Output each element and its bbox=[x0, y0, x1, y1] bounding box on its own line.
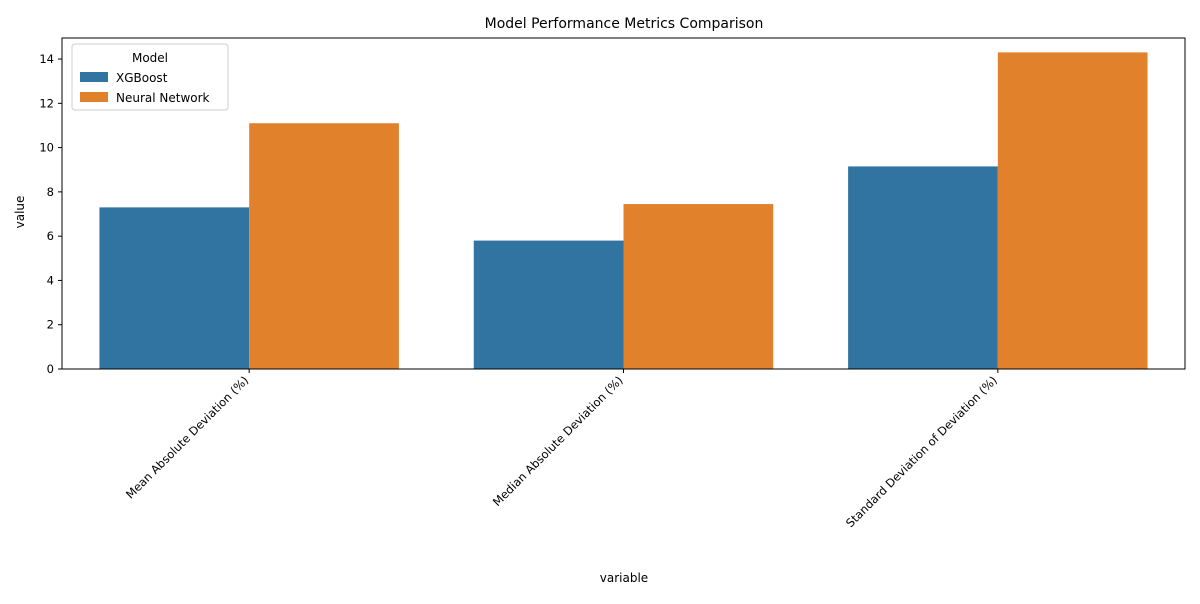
plot-frame bbox=[61, 37, 1186, 370]
x-tick-label: Median Absolute Deviation (%) bbox=[490, 373, 626, 509]
y-tick-label: 2 bbox=[47, 318, 54, 332]
y-tick-label: 12 bbox=[39, 96, 54, 110]
bar-xgboost-1 bbox=[473, 240, 624, 369]
legend-label: Neural Network bbox=[116, 91, 210, 105]
y-tick-label: 0 bbox=[47, 362, 54, 376]
bar-xgboost-2 bbox=[848, 166, 998, 369]
legend: Model XGBoost Neural Network bbox=[71, 43, 229, 111]
y-axis-label: value bbox=[13, 196, 27, 229]
y-tick-label: 10 bbox=[39, 141, 54, 155]
bars-group bbox=[99, 52, 1148, 370]
legend-swatch bbox=[80, 92, 108, 102]
y-tick-label: 6 bbox=[47, 229, 54, 243]
legend-box bbox=[71, 43, 229, 111]
legend-swatch bbox=[80, 72, 108, 82]
y-tick-label: 14 bbox=[39, 52, 54, 66]
legend-label: XGBoost bbox=[116, 71, 168, 85]
x-axis-label: variable bbox=[600, 571, 648, 585]
bar-neural-network-0 bbox=[249, 123, 399, 369]
x-tick-label: Standard Deviation of Deviation (%) bbox=[843, 373, 1000, 530]
bar-neural-network-2 bbox=[997, 52, 1148, 370]
y-tick-label: 4 bbox=[47, 273, 54, 287]
chart-title: Model Performance Metrics Comparison bbox=[485, 16, 764, 32]
legend-title: Model bbox=[132, 51, 168, 65]
bar-xgboost-0 bbox=[99, 207, 250, 369]
x-tick-label: Mean Absolute Deviation (%) bbox=[123, 373, 251, 501]
y-tick-label: 8 bbox=[47, 185, 54, 199]
bar-neural-network-1 bbox=[623, 204, 774, 369]
